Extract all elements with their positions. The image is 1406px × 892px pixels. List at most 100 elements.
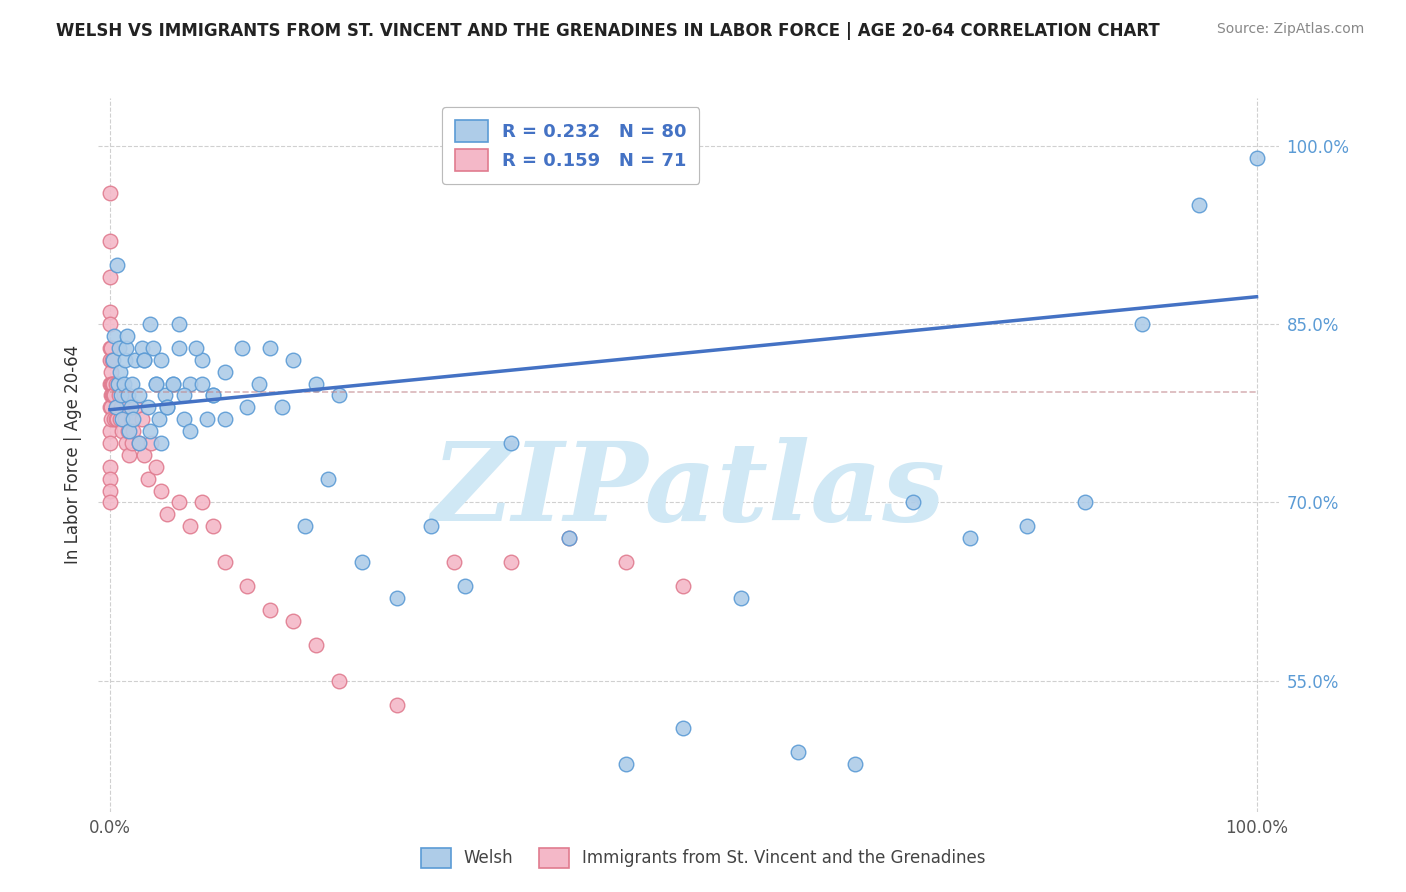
Point [100, 365, 122, 379]
Point [104, 401, 127, 415]
Point [145, 459, 167, 474]
Point [1130, 317, 1153, 331]
Point [121, 424, 143, 438]
Point [385, 698, 408, 712]
Point [247, 376, 270, 391]
Point [98, 436, 121, 450]
Point [128, 436, 150, 450]
Point [98, 459, 121, 474]
Point [142, 341, 165, 355]
Point [145, 376, 167, 391]
Point [124, 401, 146, 415]
Point [672, 722, 695, 736]
Point [110, 401, 132, 415]
Legend: Welsh, Immigrants from St. Vincent and the Grenadines: Welsh, Immigrants from St. Vincent and t… [413, 841, 993, 875]
Point [103, 388, 125, 402]
Point [184, 341, 207, 355]
Point [190, 352, 212, 367]
Point [557, 531, 579, 545]
Point [98, 376, 121, 391]
Point [328, 388, 350, 402]
Point [150, 483, 173, 498]
Point [153, 388, 176, 402]
Point [156, 508, 179, 522]
Point [352, 555, 374, 569]
Point [195, 412, 218, 426]
Point [117, 388, 139, 402]
Point [173, 412, 195, 426]
Point [557, 531, 579, 545]
Point [128, 388, 150, 402]
Point [100, 401, 122, 415]
Point [167, 317, 190, 331]
Point [115, 341, 138, 355]
Y-axis label: In Labor Force | Age 20-64: In Labor Force | Age 20-64 [65, 345, 83, 565]
Point [101, 376, 124, 391]
Point [139, 424, 162, 438]
Point [98, 305, 121, 319]
Point [328, 673, 350, 688]
Point [121, 436, 143, 450]
Point [104, 376, 127, 391]
Point [120, 412, 142, 426]
Point [100, 341, 122, 355]
Point [150, 352, 173, 367]
Point [202, 388, 225, 402]
Point [236, 401, 259, 415]
Point [270, 401, 292, 415]
Point [107, 376, 129, 391]
Point [501, 436, 523, 450]
Point [259, 602, 281, 616]
Point [118, 424, 141, 438]
Point [103, 352, 125, 367]
Point [108, 388, 131, 402]
Point [98, 352, 121, 367]
Point [108, 365, 131, 379]
Point [454, 579, 477, 593]
Point [103, 329, 125, 343]
Point [1246, 151, 1268, 165]
Point [107, 376, 129, 391]
Point [786, 745, 808, 759]
Point [730, 591, 752, 605]
Point [959, 531, 981, 545]
Text: ZIPatlas: ZIPatlas [432, 437, 946, 544]
Point [145, 376, 167, 391]
Point [115, 401, 138, 415]
Point [236, 579, 259, 593]
Point [139, 317, 162, 331]
Point [120, 401, 142, 415]
Point [100, 388, 122, 402]
Point [98, 234, 121, 248]
Point [114, 352, 136, 367]
Point [136, 401, 159, 415]
Point [98, 401, 121, 415]
Point [316, 472, 339, 486]
Point [283, 352, 305, 367]
Point [134, 352, 156, 367]
Point [98, 483, 121, 498]
Point [1073, 495, 1095, 509]
Point [614, 757, 637, 772]
Point [105, 401, 128, 415]
Point [103, 388, 125, 402]
Point [103, 412, 125, 426]
Point [108, 412, 131, 426]
Text: Source: ZipAtlas.com: Source: ZipAtlas.com [1216, 22, 1364, 37]
Point [98, 186, 121, 201]
Point [114, 412, 136, 426]
Point [156, 401, 179, 415]
Point [305, 376, 328, 391]
Point [115, 436, 138, 450]
Point [844, 757, 866, 772]
Point [98, 317, 121, 331]
Point [98, 472, 121, 486]
Point [98, 269, 121, 284]
Point [420, 519, 443, 533]
Point [259, 341, 281, 355]
Point [131, 341, 153, 355]
Point [111, 424, 134, 438]
Legend: R = 0.232   N = 80, R = 0.159   N = 71: R = 0.232 N = 80, R = 0.159 N = 71 [443, 107, 699, 184]
Point [179, 424, 201, 438]
Point [150, 436, 173, 450]
